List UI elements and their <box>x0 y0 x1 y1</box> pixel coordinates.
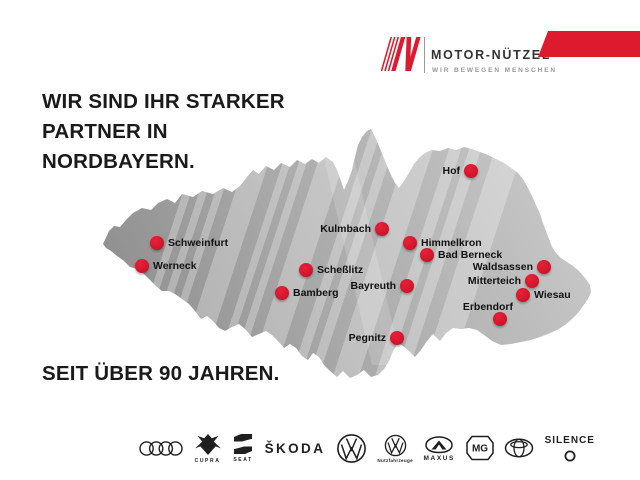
city-dot-schweinfurt <box>150 236 164 250</box>
toyota-ellipses-icon <box>504 438 534 458</box>
mg-letters: MG <box>471 444 487 455</box>
cupra-logo: CUPRA <box>194 433 222 464</box>
city-dot-bamberg <box>275 286 289 300</box>
city-dot-himmelkron <box>403 236 417 250</box>
audi-rings-icon <box>139 440 183 456</box>
city-dot-kulmbach <box>375 222 389 236</box>
headline-line-3: NORDBAYERN. <box>42 150 195 173</box>
city-dot-pegnitz <box>390 331 404 345</box>
city-dot-wiesau <box>516 288 530 302</box>
audi-logo <box>139 440 183 457</box>
motor-nuetzel-n-icon <box>381 37 421 71</box>
seat-s-icon <box>234 434 253 454</box>
vw-roundel-icon <box>384 434 406 456</box>
city-label-kulmbach: Kulmbach <box>320 223 371 235</box>
logo-divider <box>424 37 426 73</box>
city-label-sche-litz: Scheßlitz <box>317 264 364 276</box>
silence-wordmark: SILENCE <box>544 434 595 446</box>
city-label-bamberg: Bamberg <box>293 287 339 299</box>
brand-logo-bar: CUPRA SEAT ŠKODA Nutzfah <box>139 425 595 471</box>
city-dot-hof <box>464 164 478 178</box>
skoda-logo: ŠKODA <box>265 441 326 456</box>
brand-wordmark: MOTOR-NÜTZEL <box>431 48 552 62</box>
mg-logo: MG <box>465 435 494 461</box>
mg-octagon-icon: MG <box>465 435 494 461</box>
city-label-wiesau: Wiesau <box>534 289 571 301</box>
cupra-label: CUPRA <box>194 457 221 464</box>
headline: WIR SIND IHR STARKER PARTNER IN NORDBAYE… <box>42 87 285 177</box>
toyota-logo <box>504 438 534 458</box>
city-label-waldsassen: Waldsassen <box>472 261 533 273</box>
seat-label: SEAT <box>233 457 253 463</box>
vw-roundel-icon <box>336 433 366 463</box>
silence-o-icon <box>564 450 576 461</box>
map-watermark-n-diagonal <box>322 150 402 365</box>
red-banner-bar <box>538 31 640 57</box>
city-label-bad-berneck: Bad Berneck <box>438 249 503 261</box>
map-region-shape <box>103 129 591 378</box>
city-label-erbendorf: Erbendorf <box>462 301 513 313</box>
claim-text: SEIT ÜBER 90 JAHREN. <box>42 362 280 385</box>
maxus-emblem-icon <box>425 435 454 453</box>
city-label-werneck: Werneck <box>153 260 197 272</box>
city-dot-werneck <box>135 259 149 273</box>
city-dot-erbendorf <box>493 312 507 326</box>
city-label-pegnitz: Pegnitz <box>348 332 386 344</box>
nutzfahrzeuge-label: Nutzfahrzeuge <box>377 457 413 463</box>
brand-tagline: WIR BEWEGEN MENSCHEN <box>432 67 558 74</box>
volkswagen-logo <box>336 433 367 464</box>
headline-line-2: PARTNER IN <box>42 120 168 143</box>
city-label-himmelkron: Himmelkron <box>421 237 482 249</box>
city-dot-bad-berneck <box>420 248 434 262</box>
vw-nutzfahrzeuge-logo: Nutzfahrzeuge <box>377 434 413 463</box>
cupra-emblem-icon <box>194 433 221 455</box>
city-dot-bayreuth <box>400 279 414 293</box>
headline-line-1: WIR SIND IHR STARKER <box>42 90 285 113</box>
maxus-logo: MAXUS <box>424 435 455 462</box>
maxus-label: MAXUS <box>423 454 455 462</box>
city-label-bayreuth: Bayreuth <box>350 280 396 292</box>
city-dot-mitterteich <box>525 274 539 288</box>
city-dot-sche-litz <box>299 263 313 277</box>
city-label-hof: Hof <box>442 165 461 177</box>
city-label-schweinfurt: Schweinfurt <box>168 237 229 249</box>
seat-logo: SEAT <box>232 433 254 463</box>
silence-logo: SILENCE <box>545 435 595 462</box>
city-dot-waldsassen <box>537 260 551 274</box>
skoda-wordmark: ŠKODA <box>264 440 326 456</box>
city-label-mitterteich: Mitterteich <box>467 275 521 287</box>
